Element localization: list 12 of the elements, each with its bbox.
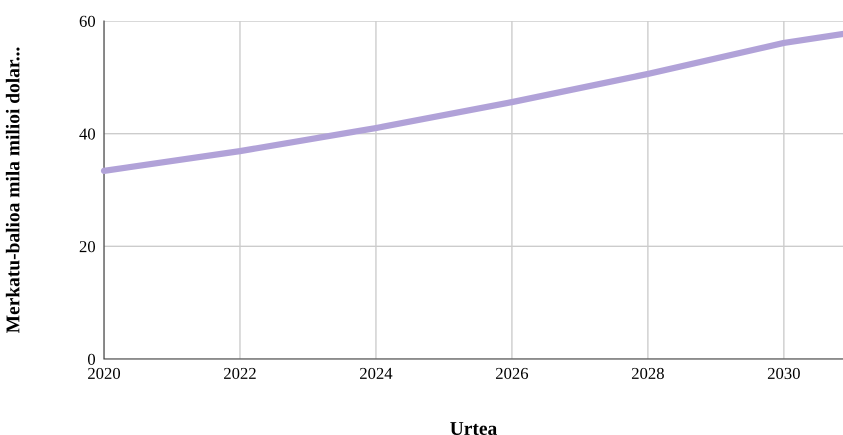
- x-tick-label: 2026: [496, 368, 528, 380]
- y-tick-label: 40: [79, 128, 96, 140]
- y-tick-label: 0: [88, 354, 96, 365]
- y-tick-label: 60: [80, 16, 96, 27]
- y-tick-label: 20: [80, 241, 96, 252]
- y-axis-title: Merkatu-balioa mila milioi dolar...: [6, 48, 20, 333]
- x-tick-label: 2030: [768, 368, 800, 380]
- x-tick-label: 2020: [88, 368, 120, 380]
- x-tick-label: 2028: [632, 368, 664, 380]
- x-tick-label: 2024: [360, 368, 392, 380]
- x-tick-label: 2022: [224, 368, 256, 380]
- x-axis-title: Urtea: [450, 422, 497, 435]
